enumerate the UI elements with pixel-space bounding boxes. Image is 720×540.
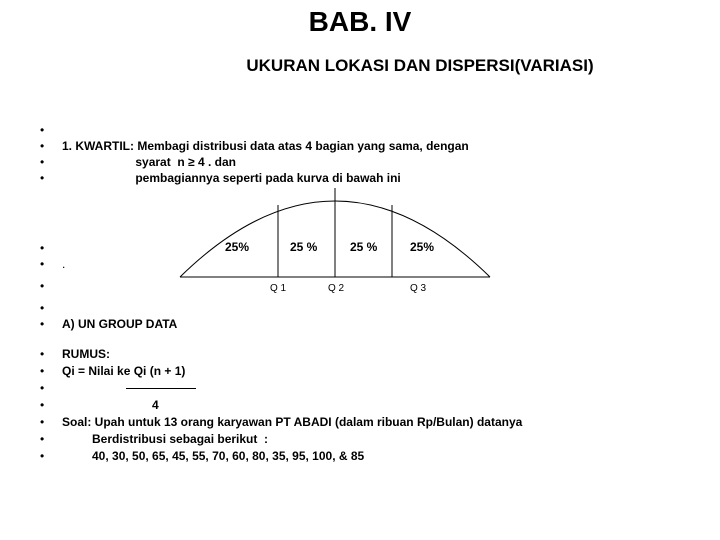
- rumus-h: RUMUS:: [62, 346, 110, 363]
- fraction-line: [62, 380, 196, 397]
- bell-curve-svg: [170, 185, 500, 280]
- rumus-line1: Qi = Nilai ke Qi (n + 1): [62, 363, 185, 380]
- lower-block: •RUMUS: •Qi = Nilai ke Qi (n + 1) • • 4 …: [40, 328, 522, 465]
- mid-bullets: • •. • • •A) UN GROUP DATA: [40, 240, 177, 332]
- soal-l1: Soal: Upah untuk 13 orang karyawan PT AB…: [62, 414, 522, 431]
- q3-label: Q 3: [410, 283, 426, 294]
- rumus-denom: 4: [62, 397, 159, 414]
- pct-4: 25%: [410, 240, 434, 254]
- q2-label: Q 2: [328, 283, 344, 294]
- pct-3: 25 %: [350, 240, 377, 254]
- slide-page: BAB. IV UKURAN LOKASI DAN DISPERSI(VARIA…: [0, 0, 720, 540]
- soal-l2: Berdistribusi sebagai berikut :: [62, 431, 268, 448]
- soal-l3: 40, 30, 50, 65, 45, 55, 70, 60, 80, 35, …: [62, 448, 364, 465]
- pct-1: 25%: [225, 240, 249, 254]
- intro-line-2: syarat n ≥ 4 . dan: [62, 154, 236, 170]
- quartile-curve-diagram: 25% 25 % 25 % 25% Q 1 Q 2 Q 3: [170, 185, 500, 305]
- intro-line-3: pembagiannya seperti pada kurva di bawah…: [62, 170, 401, 186]
- intro-block: • •1. KWARTIL: Membagi distribusi data a…: [40, 122, 469, 186]
- q1-label: Q 1: [270, 283, 286, 294]
- pct-2: 25 %: [290, 240, 317, 254]
- intro-line-1: 1. KWARTIL: Membagi distribusi data atas…: [62, 138, 469, 154]
- page-title: BAB. IV: [0, 0, 720, 38]
- dot-only: .: [62, 256, 65, 272]
- page-subtitle: UKURAN LOKASI DAN DISPERSI(VARIASI): [0, 56, 720, 76]
